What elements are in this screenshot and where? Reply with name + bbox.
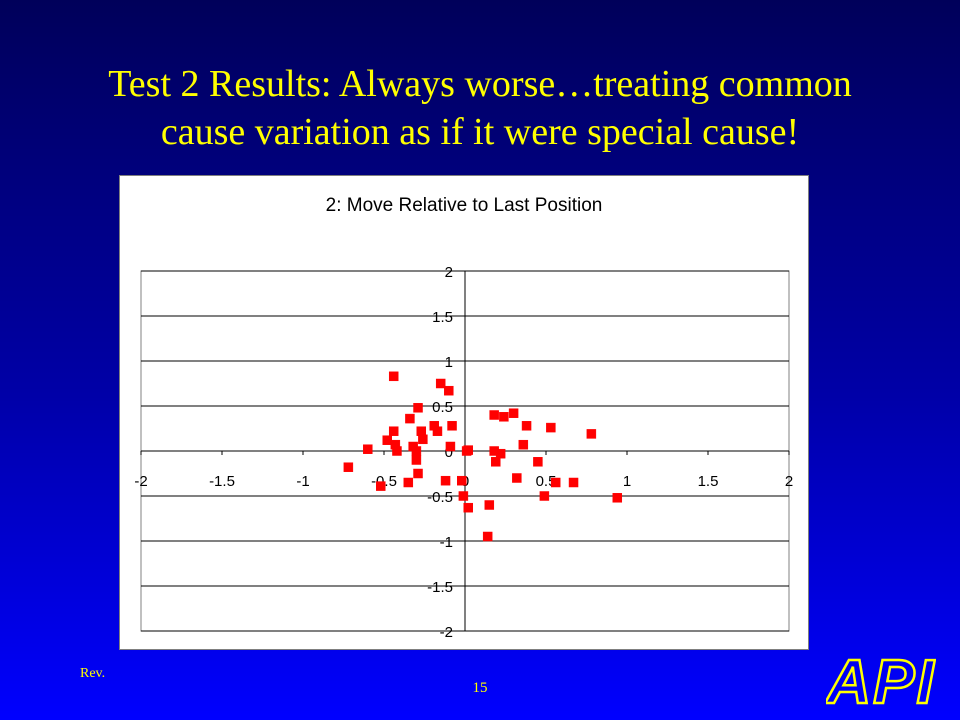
y-tick-label: -2 [440, 624, 453, 641]
data-points [343, 371, 623, 542]
slide-title-line-2: cause variation as if it were special ca… [160, 111, 800, 153]
data-point [539, 491, 550, 501]
slide-number: 15 [472, 680, 488, 696]
data-point [499, 412, 509, 422]
data-point [416, 426, 427, 436]
y-tick-label: 0 [445, 444, 453, 461]
data-point [495, 448, 506, 459]
data-point [445, 441, 456, 452]
data-point [411, 455, 422, 465]
data-point [484, 500, 495, 510]
data-point [392, 446, 402, 456]
chart-area: 2: Move Relative to Last Position 2 1.5 1 0… [119, 175, 809, 650]
data-point [432, 426, 443, 436]
data-point [518, 439, 529, 450]
data-point [403, 477, 414, 488]
y-tick-label: 1.5 [432, 309, 453, 326]
data-point [343, 462, 354, 472]
data-point [463, 445, 473, 455]
x-tick-label: 1.5 [698, 473, 719, 490]
data-point [612, 493, 623, 503]
data-point [376, 481, 386, 491]
y-tick-label: 0.5 [432, 399, 453, 416]
data-point [550, 477, 561, 488]
data-point [458, 491, 469, 501]
y-tick-label: -0.5 [427, 489, 453, 506]
data-point [413, 468, 423, 479]
data-point [411, 446, 422, 456]
data-point [568, 477, 579, 488]
data-point [512, 473, 522, 483]
x-tick-label: -2 [134, 473, 147, 490]
api-logo: API [826, 647, 936, 715]
data-point [435, 378, 446, 389]
data-point [447, 421, 457, 431]
slide-title: Test 2 Results: Always worse…treating co… [20, 60, 940, 156]
y-tick-label: 2 [445, 264, 453, 281]
y-tick-label: -1.5 [427, 579, 453, 596]
chart-title: 2: Move Relative to Last Position [326, 195, 603, 216]
footer-revision: Rev. [80, 666, 106, 681]
slide-title-line-1: Test 2 Results: Always worse…treating co… [108, 63, 852, 105]
data-point [382, 435, 392, 445]
x-tick-label: 2 [785, 473, 793, 490]
data-point [491, 457, 501, 467]
y-tick-label: 1 [445, 354, 453, 371]
y-tick-label: -1 [440, 534, 453, 551]
data-point [440, 475, 451, 486]
data-point [457, 475, 467, 486]
data-point [413, 403, 423, 413]
data-point [521, 421, 532, 431]
data-point [405, 413, 415, 424]
data-point [463, 502, 473, 513]
x-tick-label: 1 [623, 473, 631, 490]
scatter-chart: 2: Move Relative to Last Position 2 1.5 1 0… [134, 195, 793, 641]
data-point [418, 434, 428, 445]
x-tick-label: -1 [296, 473, 309, 490]
data-point [586, 429, 597, 439]
data-point [533, 457, 543, 467]
x-tick-label: -1.5 [209, 473, 235, 490]
api-logo-text: API [826, 648, 936, 715]
data-point [388, 371, 399, 382]
data-point [546, 422, 556, 433]
data-point [508, 408, 519, 418]
data-point [363, 444, 373, 454]
data-point [482, 531, 493, 542]
data-point [388, 426, 399, 436]
data-point [489, 410, 499, 420]
data-point [444, 385, 454, 396]
